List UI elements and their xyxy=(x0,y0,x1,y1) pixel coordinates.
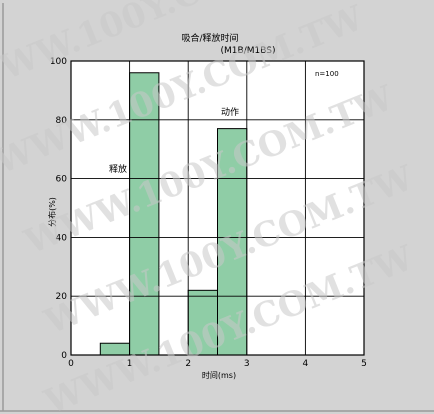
x-axis-label: 时间(ms) xyxy=(202,370,236,380)
x-tick-label-2: 2 xyxy=(185,359,191,369)
series-label-operate: 动作 xyxy=(221,106,239,118)
chart-subtitle: (M1B/M1BS) xyxy=(221,46,276,56)
y-axis-label: 分布(%) xyxy=(47,197,57,227)
series-label-release: 释放 xyxy=(109,163,127,175)
x-tick-label-0: 0 xyxy=(68,359,74,369)
y-tick-label-3: 60 xyxy=(56,175,68,185)
y-tick-label-0: 0 xyxy=(61,351,67,361)
chart-title: 吸合/释放时间 xyxy=(181,32,238,44)
x-tick-label-1: 1 xyxy=(127,359,133,369)
x-tick-label-3: 3 xyxy=(244,359,250,369)
bar-series1-bin0 xyxy=(187,289,218,356)
bar-series1-bin1 xyxy=(217,128,248,356)
y-tick-label-5: 100 xyxy=(50,57,67,67)
y-tick-label-4: 80 xyxy=(56,116,68,126)
sample-size-annotation: n=100 xyxy=(315,70,339,78)
x-tick-label-5: 5 xyxy=(361,359,367,369)
y-tick-label-2: 40 xyxy=(56,233,68,243)
y-tick-label-1: 20 xyxy=(56,292,68,302)
plot-frame xyxy=(70,60,365,356)
x-tick-label-4: 4 xyxy=(303,359,309,369)
